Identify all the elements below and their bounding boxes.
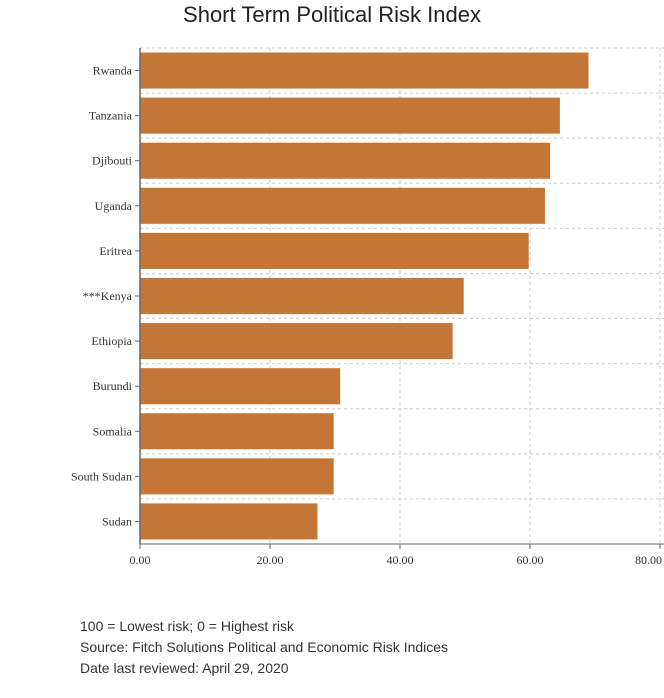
category-label: Eritrea: [99, 244, 132, 258]
bar-sudan: [140, 503, 318, 540]
source-note: Source: Fitch Solutions Political and Ec…: [80, 639, 449, 655]
x-tick-label: 0.00: [130, 553, 151, 567]
review-date-note: Date last reviewed: April 29, 2020: [80, 660, 289, 676]
bar-tanzania: [140, 97, 560, 134]
bar-south-sudan: [140, 458, 334, 495]
category-label: Ethiopia: [91, 334, 132, 348]
bar-djibouti: [140, 142, 551, 179]
category-label: South Sudan: [71, 469, 132, 483]
category-label: ***Kenya: [83, 289, 133, 303]
axes: Rwanda Tanzania Djibouti Uganda Eritrea ***Ke…: [71, 48, 664, 567]
category-label: Rwanda: [93, 64, 133, 78]
bar-somalia: [140, 413, 334, 450]
chart-notes: 100 = Lowest risk; 0 = Highest risk Sour…: [80, 616, 640, 679]
category-label: Sudan: [102, 514, 132, 528]
bar-burundi: [140, 368, 341, 405]
bar-chart: Rwanda Tanzania Djibouti Uganda Eritrea ***Ke…: [71, 47, 664, 567]
bars: [140, 52, 589, 540]
category-label: Burundi: [93, 379, 133, 393]
scale-note: 100 = Lowest risk; 0 = Highest risk: [80, 618, 294, 634]
bar-uganda: [140, 187, 545, 224]
bar-kenya: [140, 277, 464, 315]
category-label: Tanzania: [89, 109, 133, 123]
chart-title: Short Term Political Risk Index: [183, 2, 481, 27]
x-tick-label: 20.00: [257, 553, 284, 567]
category-label: Uganda: [95, 199, 133, 213]
x-tick-label: 40.00: [387, 553, 414, 567]
x-tick-label: 80.00: [635, 553, 662, 567]
bar-rwanda: [140, 52, 589, 89]
category-label: Somalia: [93, 424, 133, 438]
category-label: Djibouti: [92, 154, 133, 168]
bar-eritrea: [140, 232, 529, 269]
bar-ethiopia: [140, 323, 453, 360]
x-tick-label: 60.00: [517, 553, 544, 567]
